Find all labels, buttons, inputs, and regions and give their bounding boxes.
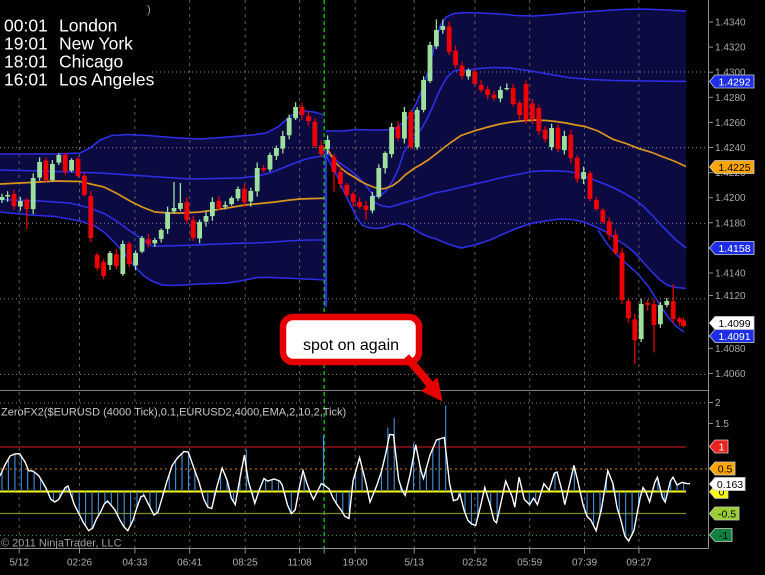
svg-text:1.4240: 1.4240 xyxy=(715,143,746,154)
svg-text:05:59: 05:59 xyxy=(517,558,542,569)
svg-text:5/12: 5/12 xyxy=(9,558,29,569)
svg-text:1.4320: 1.4320 xyxy=(715,43,746,54)
svg-text:1.4200: 1.4200 xyxy=(715,193,746,204)
svg-text:-0.5: -0.5 xyxy=(718,508,736,520)
svg-text:1.4180: 1.4180 xyxy=(715,218,746,229)
svg-text:11:08: 11:08 xyxy=(287,558,312,569)
svg-text:16:01: 16:01 xyxy=(4,70,48,90)
svg-text:-1: -1 xyxy=(719,530,728,542)
svg-text:London: London xyxy=(59,16,117,36)
svg-text:1.4120: 1.4120 xyxy=(715,291,746,302)
svg-text:19:00: 19:00 xyxy=(343,558,368,569)
svg-text:1: 1 xyxy=(719,441,725,453)
svg-text:1.5: 1.5 xyxy=(715,419,729,430)
svg-text:18:01: 18:01 xyxy=(4,52,48,72)
svg-text:1.4292: 1.4292 xyxy=(718,76,750,88)
svg-text:New York: New York xyxy=(59,34,133,54)
svg-text:02:26: 02:26 xyxy=(67,558,92,569)
svg-text:1.4091: 1.4091 xyxy=(718,331,750,343)
svg-text:2: 2 xyxy=(715,398,721,409)
svg-text:09:27: 09:27 xyxy=(626,558,651,569)
svg-text:1.4280: 1.4280 xyxy=(715,93,746,104)
svg-text:1.4099: 1.4099 xyxy=(718,318,750,330)
svg-text:0: 0 xyxy=(719,487,725,499)
svg-text:1.4158: 1.4158 xyxy=(718,243,750,255)
svg-text:5/13: 5/13 xyxy=(404,558,424,569)
svg-text:1.4080: 1.4080 xyxy=(715,344,746,355)
svg-text:06:41: 06:41 xyxy=(177,558,202,569)
svg-text:08:25: 08:25 xyxy=(233,558,258,569)
svg-text:Los Angeles: Los Angeles xyxy=(59,70,155,90)
svg-text:04:33: 04:33 xyxy=(122,558,147,569)
svg-text:): ) xyxy=(147,4,151,16)
svg-text:spot on again: spot on again xyxy=(303,337,399,354)
svg-text:00:01: 00:01 xyxy=(4,16,48,36)
svg-text:0.163: 0.163 xyxy=(717,479,743,491)
svg-text:1.4260: 1.4260 xyxy=(715,118,746,129)
svg-text:1.4340: 1.4340 xyxy=(715,18,746,29)
svg-text:1.4300: 1.4300 xyxy=(715,68,746,79)
svg-text:1.4225: 1.4225 xyxy=(718,162,750,174)
svg-text:ZeroFX2($EURUSD (4000 Tick),0.: ZeroFX2($EURUSD (4000 Tick),0.1,EURUSD2,… xyxy=(1,407,346,419)
svg-text:© 2011 NinjaTrader, LLC: © 2011 NinjaTrader, LLC xyxy=(1,538,122,550)
svg-text:02:52: 02:52 xyxy=(462,558,487,569)
svg-text:07:39: 07:39 xyxy=(572,558,597,569)
svg-text:0.5: 0.5 xyxy=(718,463,733,475)
svg-text:1.4060: 1.4060 xyxy=(715,369,746,380)
svg-text:19:01: 19:01 xyxy=(4,34,48,54)
svg-text:Chicago: Chicago xyxy=(59,52,123,72)
svg-text:1.4140: 1.4140 xyxy=(715,269,746,280)
